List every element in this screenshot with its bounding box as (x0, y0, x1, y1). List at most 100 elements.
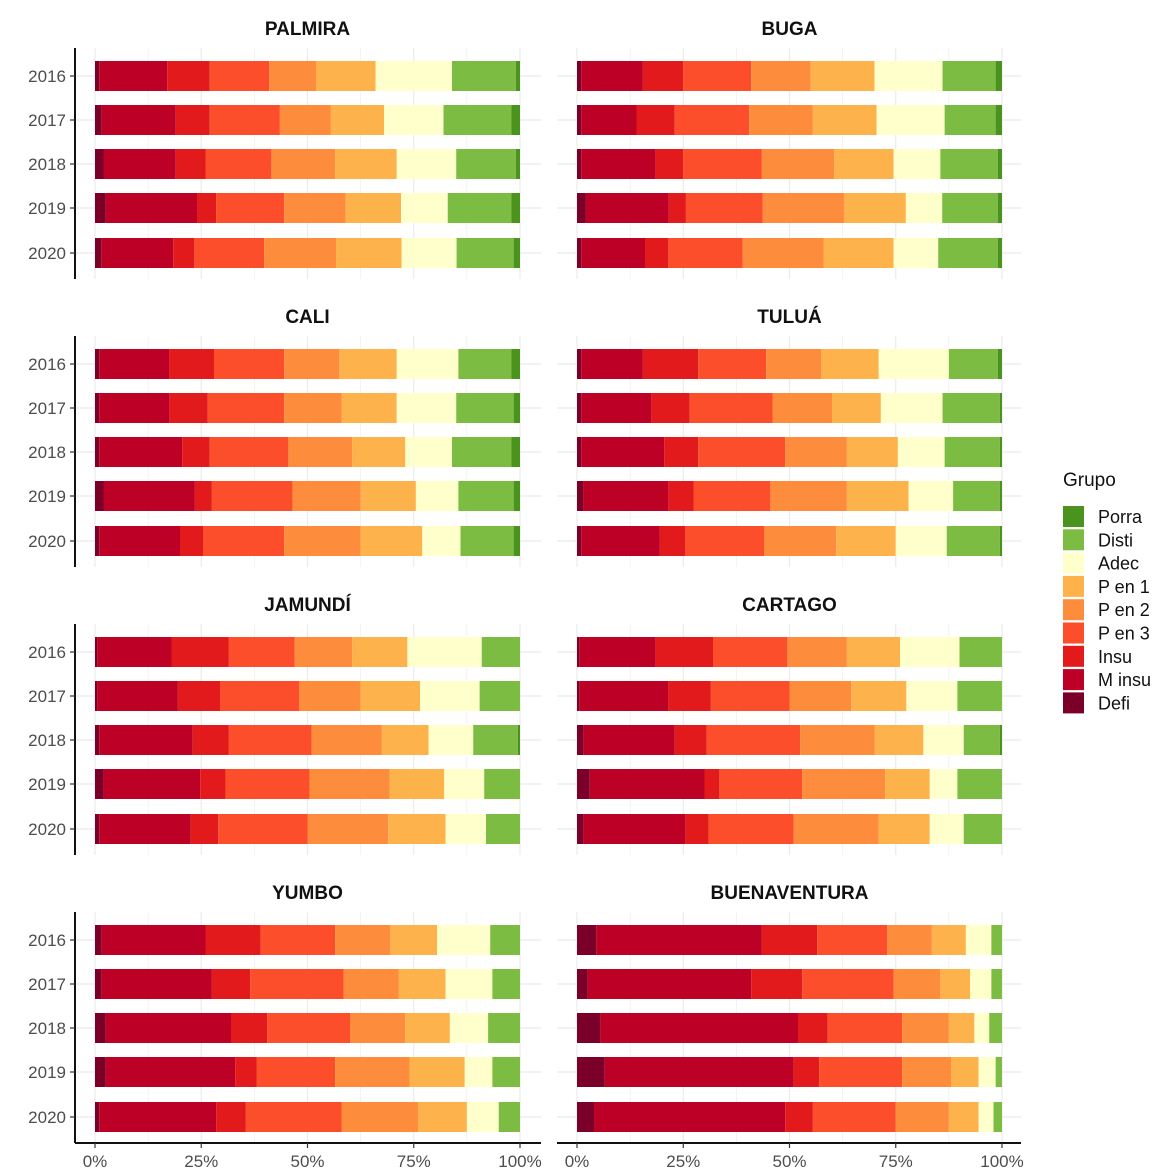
bar-segment-p-en-3 (827, 1013, 903, 1043)
bar-segment-p-en-3 (216, 193, 285, 223)
bar-segment-insu (197, 193, 217, 223)
bar-segment-p-en-2 (761, 149, 835, 179)
bar-segment-p-en-3 (685, 193, 763, 223)
x-tick-label: 0% (565, 1152, 590, 1171)
legend-label: Defi (1098, 693, 1130, 713)
bar-segment-disti (484, 769, 520, 799)
panel-title: CARTAGO (742, 595, 837, 616)
bar-segment-m-insu (99, 349, 170, 379)
bar-segment-p-en-2 (800, 725, 875, 755)
bar-segment-adec (929, 769, 958, 799)
bar-segment-porra (511, 437, 520, 467)
bar-segment-adec (407, 637, 482, 667)
bar-segment-m-insu (101, 105, 176, 135)
bar-segment-porra (515, 61, 520, 91)
bar-segment-insu (169, 349, 215, 379)
legend-key-disti (1063, 529, 1084, 551)
bar-segment-insu (636, 105, 675, 135)
bar-segment-p-en-1 (418, 1102, 467, 1132)
bar-segment-disti (942, 393, 1000, 423)
bar-segment-insu (642, 349, 699, 379)
bar-segment-p-en-1 (398, 969, 446, 999)
bar-segment-adec (974, 1013, 990, 1043)
legend-label: M insu (1098, 670, 1151, 690)
bar-segment-p-en-2 (335, 925, 391, 955)
bar-segment-adec (880, 393, 943, 423)
x-tick-label: 75% (397, 1152, 431, 1171)
bar-segment-m-insu (105, 1013, 232, 1043)
bar-segment-porra (999, 437, 1003, 467)
bar-segment-porra (999, 393, 1003, 423)
bar-segment-insu (668, 681, 711, 711)
bar-segment-p-en-1 (345, 193, 401, 223)
bar-segment-adec (923, 725, 964, 755)
y-tick-label: 2017 (28, 687, 66, 706)
bar-segment-p-en-1 (821, 349, 879, 379)
bar-segment-disti (481, 637, 520, 667)
bar-segment-defi (95, 681, 98, 711)
bar-segment-adec (396, 149, 457, 179)
bar-segment-p-en-3 (245, 1102, 342, 1132)
bar-segment-adec (437, 925, 491, 955)
bar-segment-disti (443, 105, 512, 135)
bar-segment-p-en-3 (211, 481, 293, 511)
bar-segment-adec (401, 238, 457, 268)
bar-segment-defi (95, 969, 102, 999)
bar-segment-m-insu (99, 393, 170, 423)
bar-segment-p-en-2 (294, 637, 353, 667)
bar-segment-defi (577, 481, 584, 511)
bar-segment-m-insu (581, 238, 645, 268)
bar-segment-p-en-2 (343, 969, 399, 999)
bar-segment-insu (664, 437, 699, 467)
bar-segment-defi (95, 814, 100, 844)
bar-segment-p-en-3 (267, 1013, 351, 1043)
bar-segment-p-en-3 (209, 437, 289, 467)
bar-segment-insu (761, 925, 818, 955)
legend-key-p-en-3 (1063, 622, 1084, 644)
bar-segment-defi (577, 61, 582, 91)
bar-segment-porra (513, 481, 521, 511)
panel-cali: CALI 2016 2017 2018 2019 2020 (28, 307, 541, 567)
bar-segment-m-insu (101, 925, 206, 955)
bar-segment-p-en-3 (819, 1057, 903, 1087)
bar-segment-p-en-2 (802, 769, 886, 799)
bar-segment-m-insu (105, 193, 198, 223)
bar-segment-p-en-1 (336, 238, 402, 268)
bar-segment-m-insu (99, 1102, 217, 1132)
legend-key-p-en-1 (1063, 575, 1084, 597)
bar-segment-defi (577, 238, 582, 268)
bar-segment-adec (895, 526, 947, 556)
bar-segment-p-en-2 (902, 1057, 952, 1087)
bar-segment-p-en-1 (339, 349, 397, 379)
bar-segment-adec (428, 725, 474, 755)
bar-segment-m-insu (581, 349, 643, 379)
bar-segment-p-en-3 (693, 481, 771, 511)
bar-segment-m-insu (103, 149, 176, 179)
bar-segment-adec (878, 349, 949, 379)
bar-segment-adec (893, 149, 941, 179)
bar-segment-adec (445, 969, 493, 999)
bar-segment-m-insu (581, 393, 652, 423)
bar-segment-porra (997, 238, 1002, 268)
bar-segment-p-en-2 (785, 437, 847, 467)
y-tick-label: 2016 (28, 643, 66, 662)
x-tick-label: 25% (666, 1152, 700, 1171)
bar-segment-insu (793, 1057, 820, 1087)
bar-segment-m-insu (579, 637, 656, 667)
bar-segment-insu (173, 238, 195, 268)
legend-label: Adec (1098, 554, 1139, 574)
bar-segment-m-insu (583, 814, 686, 844)
bar-segment-p-en-2 (764, 526, 837, 556)
bar-segment-defi (95, 105, 102, 135)
bar-segment-m-insu (581, 526, 660, 556)
bar-segment-disti (458, 481, 514, 511)
bar-segment-m-insu (101, 969, 212, 999)
bar-segment-m-insu (101, 238, 174, 268)
bar-segment-insu (651, 393, 690, 423)
bar-segment-defi (95, 725, 100, 755)
bar-segment-p-en-2 (770, 481, 847, 511)
bar-segment-p-en-1 (810, 61, 875, 91)
bar-segment-p-en-1 (389, 769, 445, 799)
x-tick-label: 50% (772, 1152, 806, 1171)
bar-segment-p-en-1 (951, 1057, 979, 1087)
